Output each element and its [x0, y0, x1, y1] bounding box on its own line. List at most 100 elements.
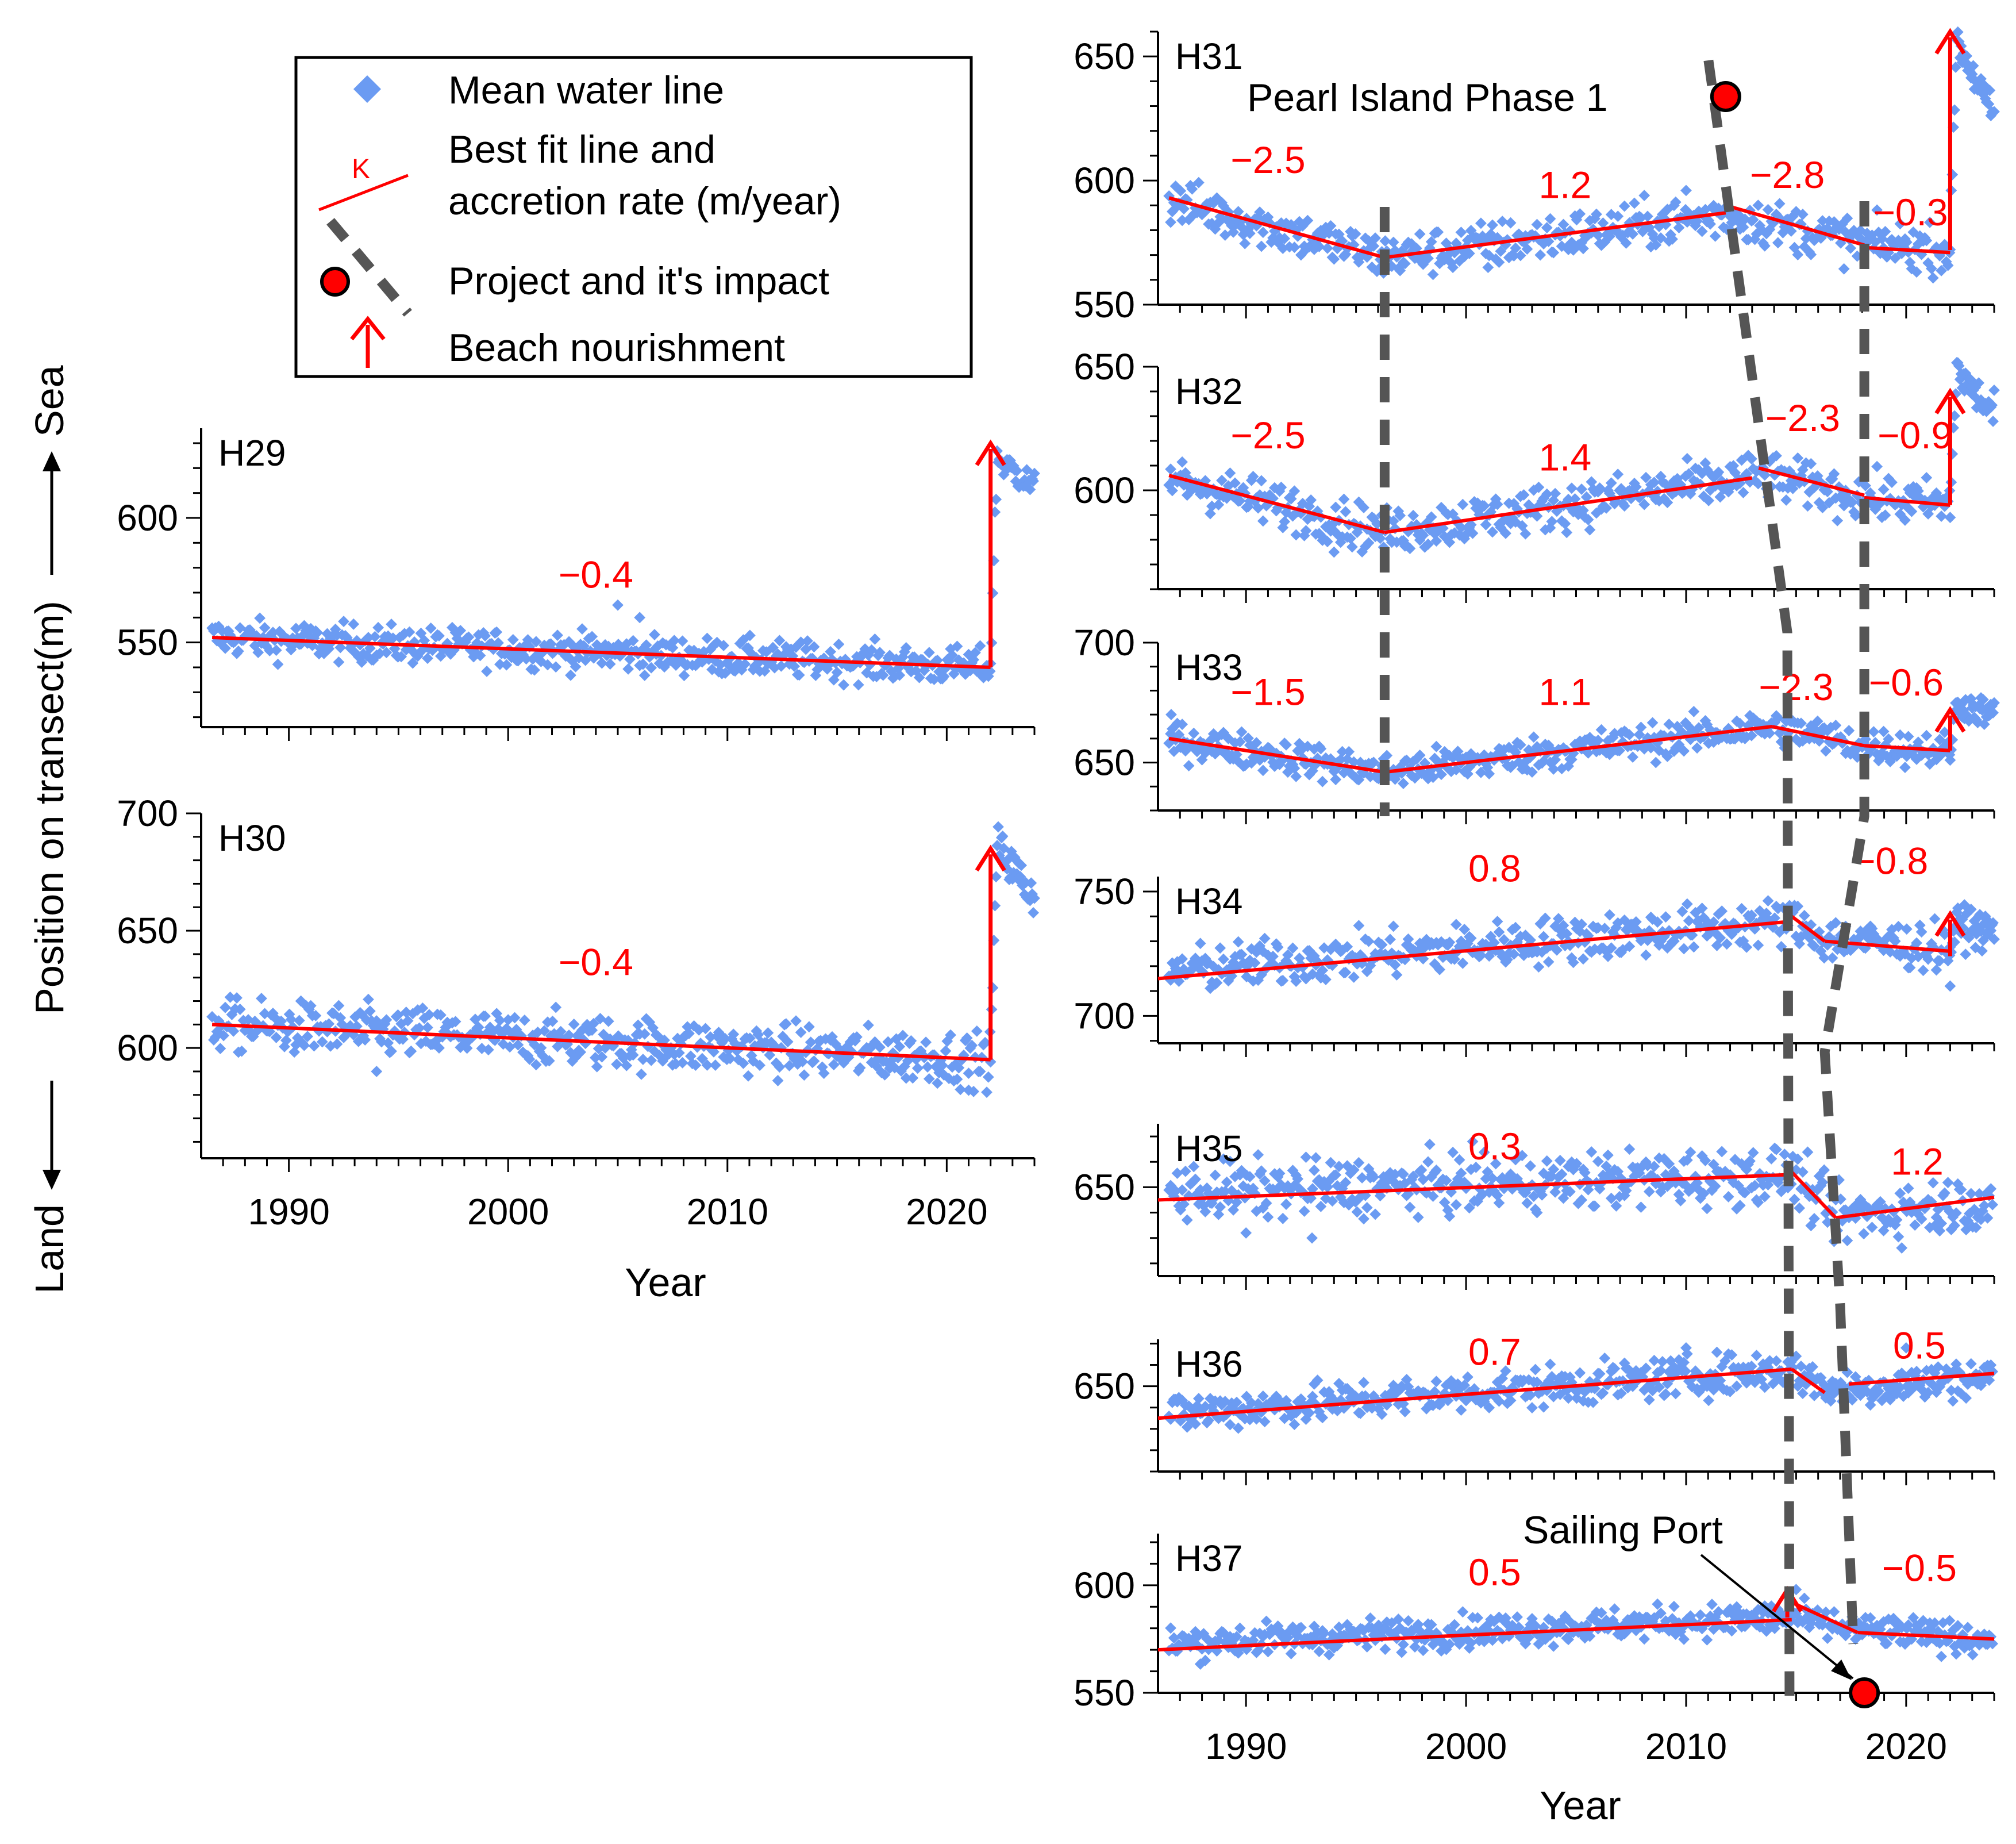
- data-point: [1841, 212, 1853, 224]
- data-point: [1251, 737, 1263, 749]
- data-point: [982, 1071, 994, 1083]
- data-point: [1391, 969, 1403, 981]
- panel-title: H33: [1175, 647, 1242, 688]
- data-point: [1648, 477, 1660, 489]
- data-point: [1713, 466, 1725, 478]
- scatter-series-mean-water-line: [1163, 1584, 1999, 1670]
- data-point: [612, 599, 624, 611]
- data-point: [775, 660, 787, 672]
- data-point: [1244, 228, 1256, 239]
- data-point: [1601, 502, 1613, 514]
- y-tick-label: 650: [117, 910, 178, 951]
- data-point: [280, 1035, 292, 1046]
- data-point: [1234, 736, 1246, 748]
- data-point: [1722, 1191, 1734, 1203]
- data-point: [1678, 943, 1690, 955]
- data-point: [1618, 500, 1630, 512]
- data-point: [1967, 60, 1979, 72]
- data-point: [1487, 526, 1498, 538]
- data-point: [1325, 220, 1337, 232]
- x-tick-label: 2020: [906, 1191, 987, 1232]
- data-point: [423, 1009, 435, 1021]
- data-point: [907, 1072, 919, 1084]
- data-point: [1508, 250, 1520, 262]
- data-point: [1404, 1201, 1416, 1213]
- data-point: [433, 630, 445, 641]
- data-point: [1330, 501, 1342, 513]
- data-point: [232, 645, 244, 657]
- data-point: [1234, 495, 1246, 507]
- data-point: [1328, 253, 1340, 265]
- data-point: [1531, 510, 1543, 522]
- data-point: [936, 1059, 948, 1071]
- data-point: [1846, 496, 1858, 508]
- data-point: [1603, 909, 1615, 921]
- data-point: [1879, 509, 1891, 521]
- data-point: [1838, 263, 1850, 275]
- data-point: [894, 1040, 906, 1052]
- data-point: [1762, 203, 1774, 216]
- data-point: [214, 1043, 226, 1055]
- data-point: [602, 1015, 614, 1027]
- data-point: [990, 493, 1002, 505]
- data-point: [1194, 938, 1206, 950]
- data-point: [1369, 232, 1382, 244]
- data-point: [604, 658, 616, 670]
- data-point: [565, 669, 576, 681]
- data-point: [1752, 939, 1764, 951]
- data-point: [1232, 206, 1244, 218]
- data-point: [701, 632, 713, 644]
- data-point: [1765, 1152, 1778, 1165]
- data-point: [1306, 1232, 1318, 1244]
- data-point: [550, 661, 562, 673]
- data-point: [1165, 216, 1176, 228]
- data-point: [1514, 739, 1526, 751]
- data-point: [1921, 235, 1933, 247]
- data-point: [1534, 249, 1546, 261]
- data-point: [1597, 217, 1609, 229]
- data-point: [1279, 516, 1291, 528]
- data-point: [762, 1027, 774, 1039]
- data-point: [913, 671, 925, 683]
- y-axis-sea-arrowhead: [43, 451, 61, 471]
- data-point: [874, 647, 886, 659]
- data-point: [1290, 529, 1302, 541]
- data-point: [1944, 980, 1956, 992]
- scatter-series-mean-water-line: [1163, 26, 2000, 284]
- data-point: [923, 647, 935, 659]
- data-point: [1308, 1165, 1320, 1176]
- data-point: [1531, 218, 1543, 230]
- data-point: [1432, 226, 1444, 238]
- data-point: [1463, 248, 1475, 259]
- data-point: [780, 1018, 792, 1030]
- y-tick-label: 650: [1074, 346, 1135, 387]
- data-point: [1257, 226, 1269, 239]
- data-point: [1478, 500, 1490, 512]
- panel-title: H32: [1175, 371, 1242, 412]
- scatter-series-mean-water-line: [1163, 357, 2000, 558]
- data-point: [1925, 263, 1937, 275]
- data-point: [1627, 228, 1638, 240]
- data-point: [364, 642, 376, 654]
- data-point: [231, 992, 243, 1004]
- accretion-rate-label: −0.3: [1873, 191, 1948, 233]
- data-point: [1629, 197, 1640, 209]
- y-tick-label: 750: [1074, 871, 1135, 912]
- data-point: [971, 1025, 983, 1037]
- data-point: [701, 1059, 713, 1071]
- data-point: [1886, 477, 1898, 489]
- data-point: [1483, 768, 1495, 780]
- data-point: [1668, 1600, 1680, 1612]
- data-point: [270, 644, 282, 656]
- legend-nourishment: Beach nourishment: [448, 326, 785, 370]
- data-point: [1427, 268, 1439, 281]
- data-point: [1650, 756, 1662, 769]
- data-point: [364, 1005, 376, 1017]
- data-point: [1681, 452, 1693, 464]
- data-point: [422, 652, 433, 664]
- data-point: [1256, 475, 1267, 487]
- data-point: [1183, 760, 1195, 772]
- data-point: [568, 1019, 580, 1030]
